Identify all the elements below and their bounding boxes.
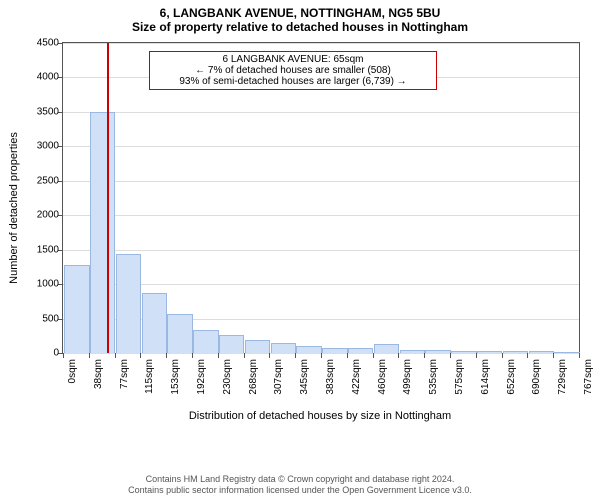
x-tick-mark [553,353,554,358]
x-tick-mark [476,353,477,358]
histogram-bar [322,348,347,353]
x-tick-mark [166,353,167,358]
x-tick-label: 460sqm [377,359,388,395]
chart-title-block: 6, LANGBANK AVENUE, NOTTINGHAM, NG5 5BU … [0,0,600,34]
annotation-line: 6 LANGBANK AVENUE: 65sqm [156,54,430,65]
x-tick-label: 614sqm [480,359,491,395]
histogram-bar [425,350,450,353]
x-tick-mark [115,353,116,358]
histogram-bar [64,265,89,353]
histogram-bar [296,346,321,353]
x-tick-label: 307sqm [273,359,284,395]
property-marker-line [107,43,109,353]
x-tick-mark [398,353,399,358]
x-axis-label: Distribution of detached houses by size … [62,410,578,422]
y-tick-label: 4000 [37,72,63,83]
x-tick-mark [527,353,528,358]
histogram-bar [554,352,579,353]
histogram-bar [477,351,502,353]
x-tick-label: 422sqm [351,359,362,395]
histogram-bar [529,351,554,353]
x-tick-mark [321,353,322,358]
x-tick-label: 38sqm [93,359,104,389]
gridline [63,43,579,44]
histogram-bar [245,340,270,353]
gridline [63,215,579,216]
y-tick-label: 4500 [37,38,63,49]
histogram-bar [219,335,244,353]
x-tick-label: 575sqm [454,359,465,395]
histogram-bar [503,351,528,353]
x-tick-label: 499sqm [402,359,413,395]
chart-footer: Contains HM Land Registry data © Crown c… [0,474,600,497]
footer-line-2: Contains public sector information licen… [0,485,600,496]
chart-title-address: 6, LANGBANK AVENUE, NOTTINGHAM, NG5 5BU [0,6,600,20]
y-tick-label: 2500 [37,175,63,186]
chart-container: { "title": { "address": "6, LANGBANK AVE… [0,0,600,500]
x-tick-mark [450,353,451,358]
x-tick-label: 115sqm [144,359,155,394]
chart-area: 0500100015002000250030003500400045000sqm… [0,42,600,442]
histogram-bar [193,330,218,353]
x-tick-label: 729sqm [557,359,568,395]
histogram-bar [271,343,296,353]
plot-area: 0500100015002000250030003500400045000sqm… [62,42,580,354]
y-tick-label: 500 [42,313,63,324]
x-tick-label: 153sqm [170,359,181,395]
x-tick-label: 345sqm [299,359,310,395]
x-tick-label: 767sqm [583,359,594,395]
x-tick-label: 690sqm [531,359,542,395]
histogram-bar [90,112,115,353]
annotation-line: ← 7% of detached houses are smaller (508… [156,65,430,76]
y-tick-label: 3000 [37,141,63,152]
x-tick-mark [424,353,425,358]
annotation-line: 93% of semi-detached houses are larger (… [156,76,430,87]
histogram-bar [451,351,476,353]
x-tick-label: 535sqm [428,359,439,395]
x-tick-mark [218,353,219,358]
histogram-bar [142,293,167,353]
footer-line-1: Contains HM Land Registry data © Crown c… [0,474,600,485]
x-tick-mark [579,353,580,358]
x-tick-mark [63,353,64,358]
y-tick-label: 3500 [37,106,63,117]
annotation-box: 6 LANGBANK AVENUE: 65sqm← 7% of detached… [149,51,437,90]
x-tick-mark [140,353,141,358]
x-tick-label: 192sqm [196,359,207,395]
x-tick-label: 0sqm [67,359,78,383]
x-tick-mark [192,353,193,358]
gridline [63,181,579,182]
gridline [63,146,579,147]
y-tick-label: 1500 [37,244,63,255]
x-tick-mark [89,353,90,358]
x-tick-mark [373,353,374,358]
x-tick-mark [244,353,245,358]
x-tick-label: 383sqm [325,359,336,395]
y-tick-label: 1000 [37,279,63,290]
chart-subtitle: Size of property relative to detached ho… [0,20,600,34]
x-tick-mark [347,353,348,358]
x-tick-label: 77sqm [119,359,130,389]
histogram-bar [116,254,141,354]
gridline [63,250,579,251]
x-tick-mark [295,353,296,358]
x-tick-label: 230sqm [222,359,233,395]
histogram-bar [348,348,373,353]
x-tick-label: 652sqm [506,359,517,395]
x-tick-mark [269,353,270,358]
gridline [63,112,579,113]
x-tick-label: 268sqm [248,359,259,395]
y-tick-label: 0 [53,348,63,359]
histogram-bar [167,314,192,353]
x-tick-mark [502,353,503,358]
histogram-bar [400,350,425,353]
y-tick-label: 2000 [37,210,63,221]
histogram-bar [374,344,399,353]
